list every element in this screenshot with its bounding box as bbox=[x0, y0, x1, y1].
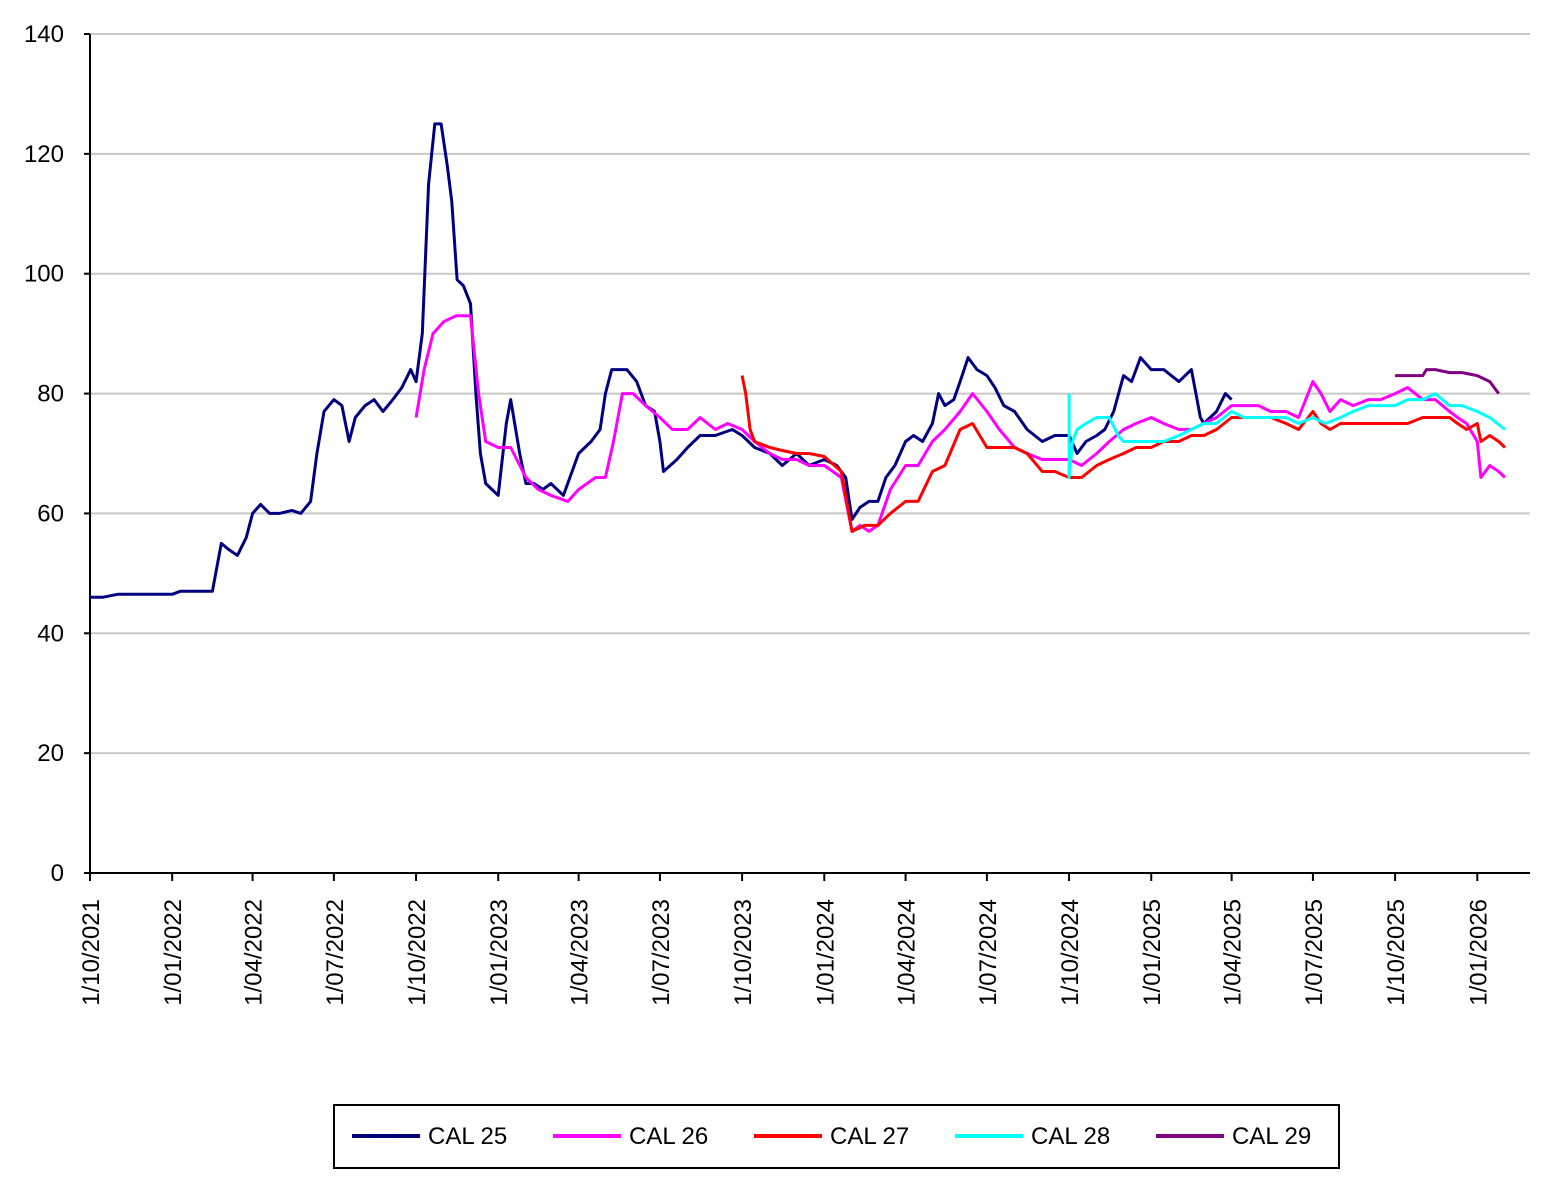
x-tick-labels: 1/10/2021 1/01/2022 1/04/2022 1/07/2022 1/10… bbox=[78, 873, 1492, 1006]
series-line-cal-27 bbox=[740, 375, 1507, 533]
legend-item: CAL 27 bbox=[754, 1123, 909, 1150]
legend-item: CAL 26 bbox=[553, 1123, 708, 1150]
y-tick-label: 20 bbox=[37, 740, 64, 767]
y-tick-label: 40 bbox=[37, 620, 64, 647]
legend-label: CAL 27 bbox=[830, 1123, 909, 1150]
y-tick-label: 120 bbox=[24, 141, 64, 168]
series-line-cal-26 bbox=[414, 314, 1507, 533]
x-tick-label: 1/04/2025 bbox=[1220, 899, 1247, 1006]
y-tick-label: 100 bbox=[24, 261, 64, 288]
x-tick-label: 1/01/2025 bbox=[1139, 899, 1166, 1006]
x-tick-label: 1/10/2023 bbox=[730, 899, 757, 1006]
x-tick-label: 1/01/2022 bbox=[160, 899, 187, 1006]
x-tick-label: 1/04/2024 bbox=[894, 899, 921, 1006]
y-tick-label: 0 bbox=[51, 860, 64, 887]
y-tick-labels: 0 20 40 60 80 100 120 140 bbox=[24, 21, 90, 887]
legend-item: CAL 25 bbox=[352, 1123, 507, 1150]
series-lines bbox=[90, 122, 1507, 599]
legend-label: CAL 28 bbox=[1031, 1123, 1110, 1150]
legend-item: CAL 28 bbox=[955, 1123, 1110, 1150]
x-tick-label: 1/07/2024 bbox=[975, 899, 1002, 1006]
x-tick-label: 1/10/2024 bbox=[1057, 899, 1084, 1006]
x-tick-label: 1/07/2025 bbox=[1301, 899, 1328, 1006]
legend-item: CAL 29 bbox=[1156, 1123, 1311, 1150]
x-tick-label: 1/07/2023 bbox=[648, 899, 675, 1006]
legend-label: CAL 26 bbox=[629, 1123, 708, 1150]
y-tick-label: 140 bbox=[24, 21, 64, 48]
y-tick-label: 60 bbox=[37, 500, 64, 527]
x-tick-label: 1/01/2023 bbox=[486, 899, 513, 1006]
x-tick-label: 1/10/2021 bbox=[78, 899, 105, 1006]
series-line-cal-25 bbox=[90, 122, 1233, 599]
series-line-cal-29 bbox=[1395, 368, 1500, 395]
x-tick-label: 1/04/2022 bbox=[241, 899, 268, 1006]
legend: CAL 25 CAL 26 CAL 27 CAL 28 CAL 29 bbox=[333, 1104, 1340, 1169]
x-tick-label: 1/10/2025 bbox=[1383, 899, 1410, 1006]
x-tick-label: 1/04/2023 bbox=[567, 899, 594, 1006]
axes bbox=[89, 34, 1530, 874]
grid-lines bbox=[90, 33, 1530, 755]
y-tick-label: 80 bbox=[37, 381, 64, 408]
legend-label: CAL 29 bbox=[1232, 1123, 1311, 1150]
x-tick-label: 1/01/2026 bbox=[1465, 899, 1492, 1006]
series-line-cal-28 bbox=[1067, 392, 1506, 479]
x-tick-label: 1/10/2022 bbox=[404, 899, 431, 1006]
x-tick-label: 1/07/2022 bbox=[322, 899, 349, 1006]
x-tick-label: 1/01/2024 bbox=[812, 899, 839, 1006]
legend-label: CAL 25 bbox=[428, 1123, 507, 1150]
